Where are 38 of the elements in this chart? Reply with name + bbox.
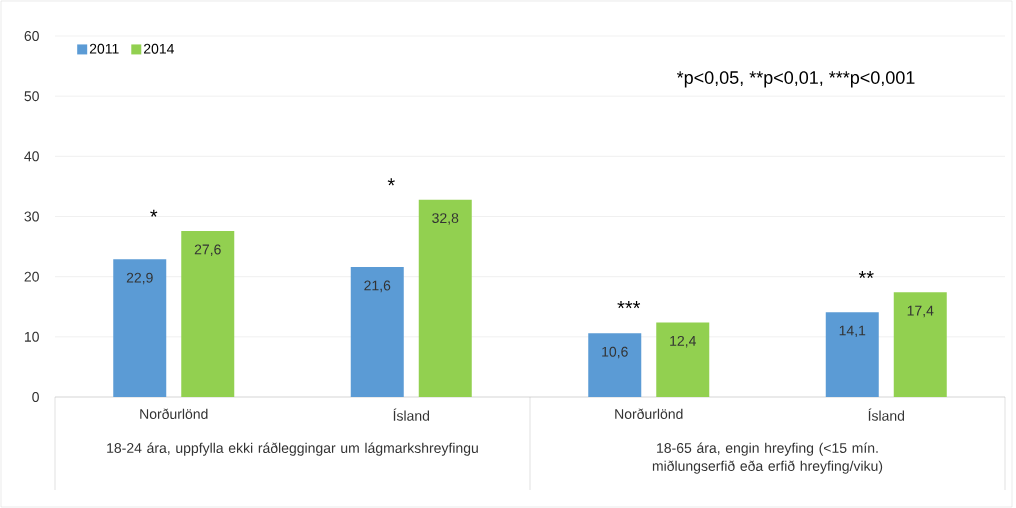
annotation: ***p<0,001: [829, 71, 915, 88]
text: 18-24 ára, uppfylla ekki ráðleggingar um lágmarkshreyfingu: [107, 442, 478, 456]
annotation: *: [150, 209, 158, 217]
annotation: **p<0,01,: [749, 71, 823, 88]
legend-label: 2014: [143, 43, 174, 54]
bar: [113, 259, 167, 397]
y-tick-label: 10: [24, 331, 39, 342]
annotation: **: [858, 271, 874, 279]
annotation: *p<0,05,: [676, 71, 743, 88]
bar: [350, 267, 404, 397]
x-tick-label: Norðurlönd: [140, 408, 208, 420]
data-label: 27,6: [194, 244, 221, 257]
y-tick-label: 50: [24, 91, 39, 102]
x-tick-label: Ísland: [868, 408, 905, 421]
data-label: 22,9: [126, 272, 153, 285]
bar: [588, 333, 642, 397]
data-label: 12,4: [670, 335, 696, 348]
bar: [656, 322, 710, 397]
y-tick-label: 40: [24, 151, 39, 162]
data-label: 10,6: [602, 346, 628, 359]
y-tick-label: 60: [24, 31, 39, 41]
bar: [825, 312, 879, 397]
data-label: 14,1: [839, 325, 866, 338]
x-tick-label: Ísland: [393, 408, 430, 421]
legend-label: 2011: [89, 43, 119, 54]
data-label: 17,4: [907, 305, 934, 318]
annotation: ***: [617, 301, 641, 309]
data-label: 32,8: [432, 213, 459, 225]
y-tick-label: 30: [24, 211, 39, 222]
annotation: *: [387, 178, 395, 186]
y-tick-label: 20: [24, 271, 39, 282]
bar: [181, 230, 235, 397]
y-tick-label: 0: [32, 392, 39, 402]
x-tick-label: Norðurlönd: [615, 408, 683, 420]
text: 18-65 ára, engin hreyfing (<15 mín. miðlungserfið eða erfið hreyfing/viku): [652, 442, 883, 474]
bar: [893, 292, 947, 397]
bar: [418, 199, 472, 397]
data-label: 21,6: [364, 280, 391, 293]
